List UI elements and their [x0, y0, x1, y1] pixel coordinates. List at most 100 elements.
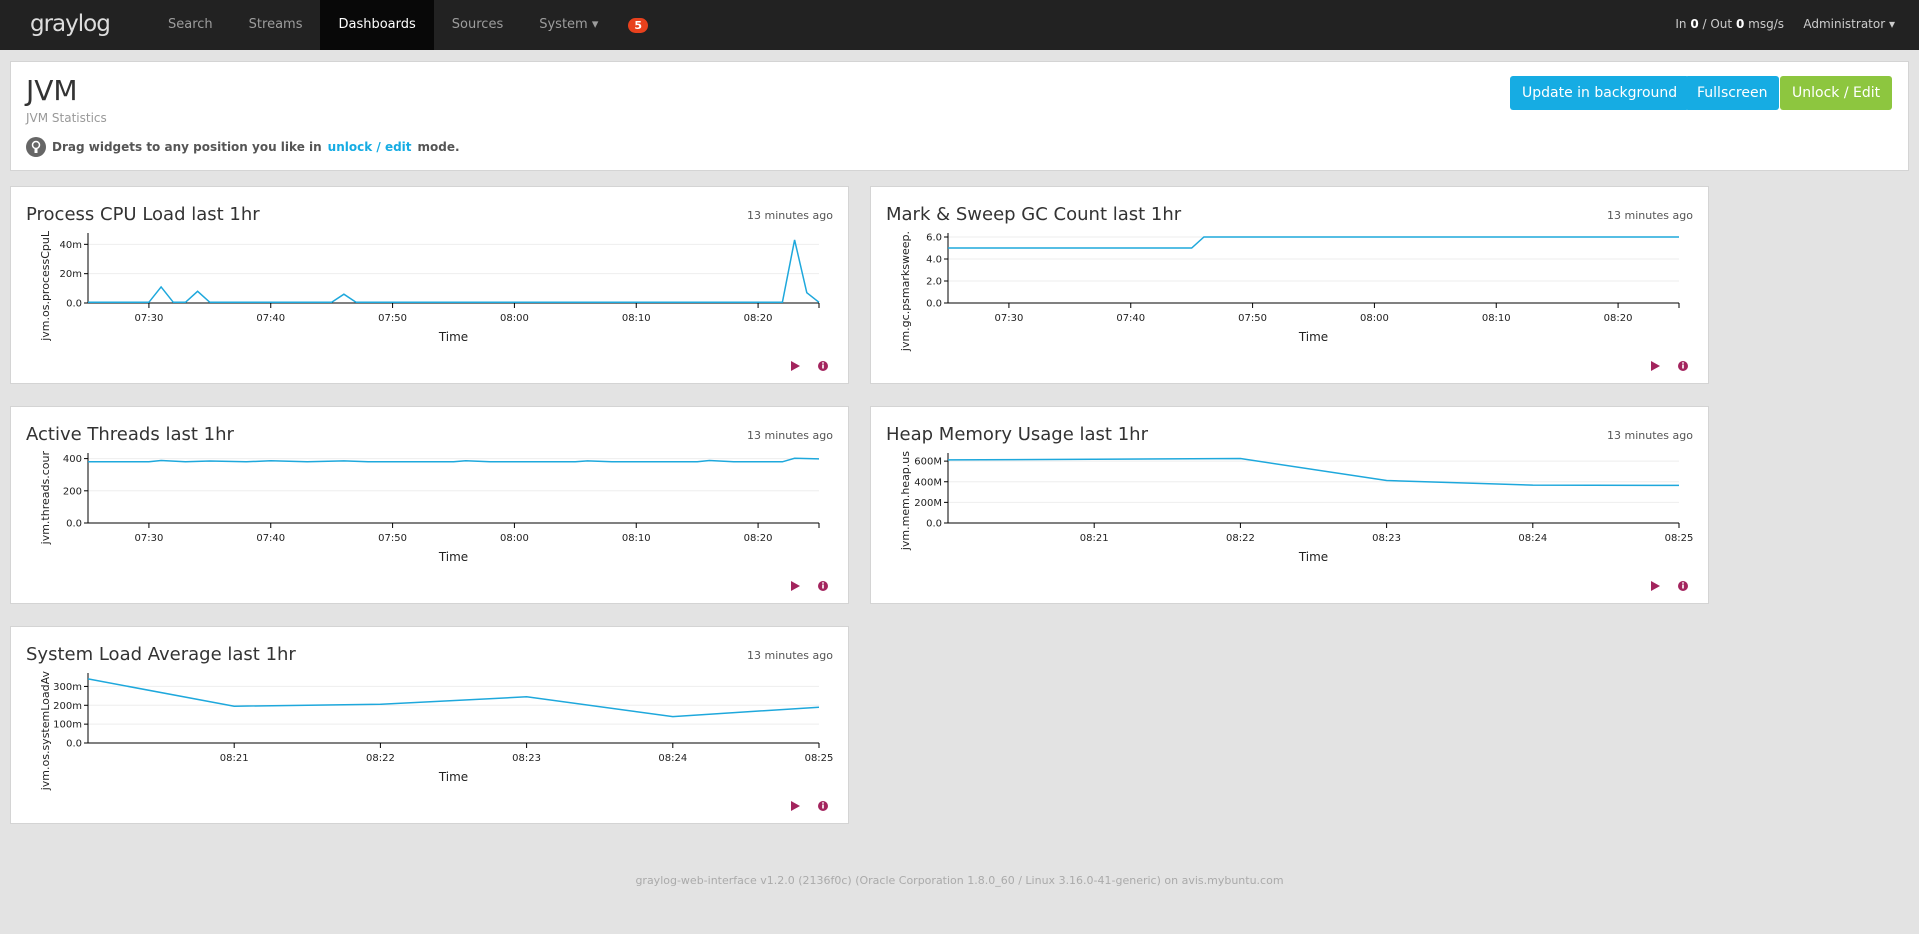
chart: 0.0 2.0 4.0 6.0 07:30 07:40 07:50 08:00 08:10 08:…	[899, 231, 1688, 371]
x-tick-label: 08:10	[622, 533, 651, 544]
widget: Active Threads last 1hr 13 minutes ago 0.0…	[10, 406, 849, 604]
replay-button[interactable]	[791, 581, 800, 591]
widget: System Load Average last 1hr 13 minutes a…	[10, 626, 849, 824]
widget-title: Mark & Sweep GC Count last 1hr	[886, 204, 1182, 225]
widget-timestamp: 13 minutes ago	[747, 209, 833, 222]
nav-item[interactable]: Search	[168, 17, 213, 32]
x-tick-label: 08:23	[512, 753, 541, 764]
info-glyph	[822, 584, 824, 589]
x-tick-label: 07:30	[135, 313, 164, 324]
x-tick-label: 08:25	[805, 753, 834, 764]
info-glyph	[1682, 584, 1684, 589]
navbar: graylog Search Streams Dashboards Sources Sy…	[0, 0, 1919, 50]
user-name[interactable]: Administrator	[1803, 17, 1886, 31]
y-tick-label: 2.0	[926, 277, 942, 288]
y-tick-label: 0.0	[926, 519, 942, 530]
x-tick-label: 08:22	[366, 753, 395, 764]
out-count: 0	[1735, 17, 1745, 31]
nav-item[interactable]: Sources	[451, 17, 504, 32]
x-tick-label: 08:24	[1518, 533, 1547, 544]
nav-items: Search Streams Dashboards Sources System ▾ 5	[150, 0, 649, 50]
x-tick-label: 08:10	[622, 313, 651, 324]
chart: 0.0 20m 40m 07:30 07:40 07:50 08:00 08:10 08:20 T…	[39, 230, 828, 371]
y-tick-label: 400M	[914, 477, 942, 488]
footer: graylog-web-interface v1.2.0 (2136f0c) (…	[635, 874, 1284, 887]
y-axis-title: jvm.mem.heap.us	[899, 451, 912, 551]
widget-timestamp: 13 minutes ago	[747, 429, 833, 442]
x-tick-label: 07:40	[1116, 313, 1145, 324]
unit: msg/s	[1748, 17, 1784, 31]
y-axis-title: jvm.gc.psmarksweep.	[899, 231, 912, 352]
y-axis-title: jvm.os.systemLoadAv	[39, 671, 52, 792]
replay-button[interactable]	[791, 801, 800, 811]
widget: Heap Memory Usage last 1hr 13 minutes ago…	[870, 406, 1709, 604]
y-tick-label: 4.0	[926, 255, 942, 266]
logo[interactable]: graylog	[30, 11, 111, 37]
x-tick-label: 08:21	[220, 753, 249, 764]
hint: Drag widgets to any position you like in…	[26, 137, 460, 157]
y-tick-label: 200m	[53, 701, 82, 712]
y-tick-label: 200M	[914, 498, 942, 509]
y-tick-label: 300m	[53, 682, 82, 693]
x-tick-label: 08:20	[744, 533, 773, 544]
update-button[interactable]: Update in background	[1510, 76, 1690, 110]
y-tick-label: 6.0	[926, 233, 942, 244]
notification-badge[interactable]: 5	[628, 17, 649, 33]
y-tick-label: 400	[63, 454, 82, 465]
x-tick-label: 08:20	[744, 313, 773, 324]
series-line	[87, 678, 820, 718]
widget-title: Heap Memory Usage last 1hr	[886, 424, 1148, 445]
dashboard-header: JVM JVM Statistics Drag widgets to any p…	[10, 61, 1909, 171]
fullscreen-button[interactable]: Fullscreen	[1685, 76, 1780, 110]
y-tick-label: 0.0	[66, 739, 82, 750]
hint-link[interactable]: unlock / edit	[327, 140, 412, 154]
x-tick-label: 08:00	[500, 533, 529, 544]
x-tick-label: 07:30	[995, 313, 1024, 324]
y-tick-label: 100m	[53, 720, 82, 731]
x-tick-label: 08:00	[500, 313, 529, 324]
widget-timestamp: 13 minutes ago	[1607, 429, 1693, 442]
chart: 0.0 200 400 07:30 07:40 07:50 08:00 08:10 08:20 T…	[39, 451, 828, 591]
series-line	[88, 457, 820, 463]
nav-item[interactable]: System ▾	[539, 17, 599, 32]
x-tick-label: 07:40	[256, 533, 285, 544]
x-tick-label: 08:21	[1080, 533, 1109, 544]
widget-title: System Load Average last 1hr	[26, 644, 296, 665]
unlock-button[interactable]: Unlock / Edit	[1780, 76, 1893, 110]
info-dot	[822, 802, 824, 804]
in-count: 0	[1690, 17, 1699, 31]
x-axis-title: Time	[438, 770, 468, 784]
y-tick-label: 0.0	[926, 299, 942, 310]
out-label: / Out	[1702, 17, 1733, 31]
y-tick-label: 0.0	[66, 519, 82, 530]
nav-item[interactable]: Dashboards	[320, 0, 434, 50]
x-tick-label: 07:50	[1238, 313, 1267, 324]
y-axis-title: jvm.os.processCpuL	[39, 230, 52, 342]
y-tick-label: 40m	[60, 240, 82, 251]
user-menu[interactable]: Administrator ▾	[1803, 17, 1895, 31]
y-tick-label: 200	[63, 486, 82, 497]
y-tick-label: 0.0	[66, 299, 82, 310]
x-tick-label: 07:30	[135, 533, 164, 544]
series-line	[948, 236, 1679, 249]
replay-button[interactable]	[791, 361, 800, 371]
x-tick-label: 08:10	[1482, 313, 1511, 324]
x-tick-label: 08:24	[658, 753, 687, 764]
x-tick-label: 08:00	[1360, 313, 1389, 324]
x-tick-label: 07:50	[378, 313, 407, 324]
info-dot	[1682, 582, 1684, 584]
nav-item[interactable]: Streams	[248, 17, 303, 32]
replay-button[interactable]	[1651, 581, 1660, 591]
widget: Process CPU Load last 1hr 13 minutes ago 0…	[10, 186, 849, 384]
replay-button[interactable]	[1651, 361, 1660, 371]
x-axis-title: Time	[438, 550, 468, 564]
hint-suffix: mode.	[417, 140, 460, 154]
x-tick-label: 08:25	[1665, 533, 1694, 544]
in-label: In	[1675, 17, 1687, 31]
x-tick-label: 07:50	[378, 533, 407, 544]
x-tick-label: 07:40	[256, 313, 285, 324]
chart: 0.0 200M 400M 600M 08:21 08:22 08:23 08:24 08:25…	[899, 451, 1694, 591]
series-line	[88, 239, 820, 304]
dashboard-subtitle: JVM Statistics	[26, 111, 107, 125]
